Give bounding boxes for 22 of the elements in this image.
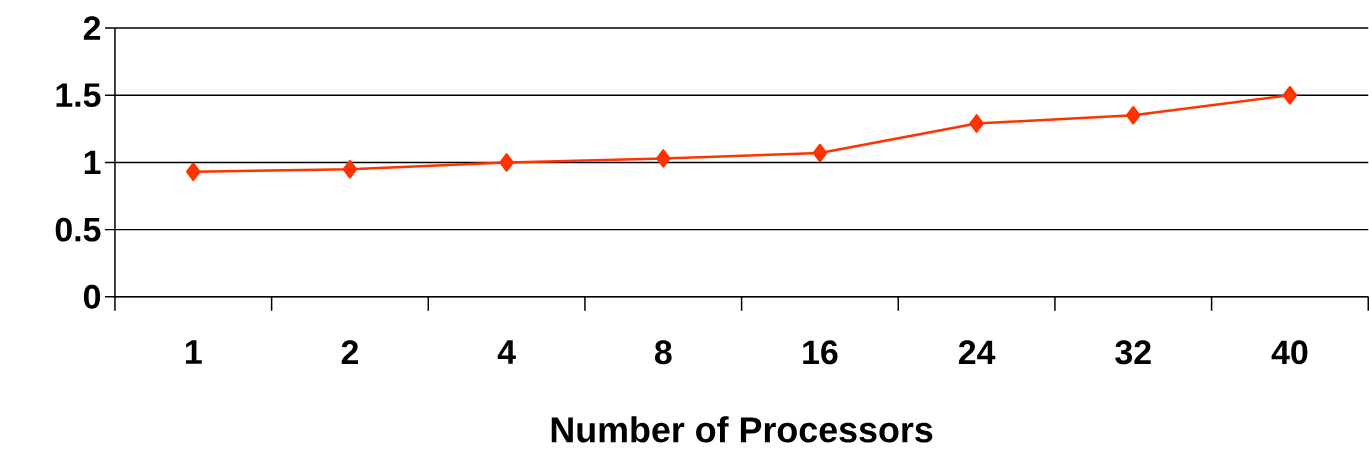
x-tick-label: 8: [654, 340, 672, 365]
x-tick-label: 1: [186, 340, 202, 364]
point: [1282, 86, 1298, 105]
x-tick-label: 2: [341, 340, 359, 365]
point: [812, 143, 828, 163]
point: [1126, 106, 1141, 125]
y-tick-label: 2: [83, 16, 101, 40]
point: [186, 162, 201, 182]
point: [342, 160, 358, 179]
x-axis-title: Number of Processors: [551, 416, 933, 443]
point: [969, 114, 984, 133]
x-tick-label: 24: [958, 340, 996, 365]
x-tick-label: 4: [497, 340, 516, 364]
y-tick-label: 1: [84, 150, 101, 175]
x-tick-label: 40: [1271, 340, 1308, 365]
x-tick-label: 16: [803, 340, 838, 365]
y-tick-label: 1.5: [56, 83, 101, 108]
point: [656, 149, 671, 168]
x-tick-label: 32: [1115, 340, 1151, 365]
y-tick-label: 0.5: [55, 217, 101, 242]
point: [499, 153, 514, 172]
y-tick-label: 0: [83, 284, 101, 309]
